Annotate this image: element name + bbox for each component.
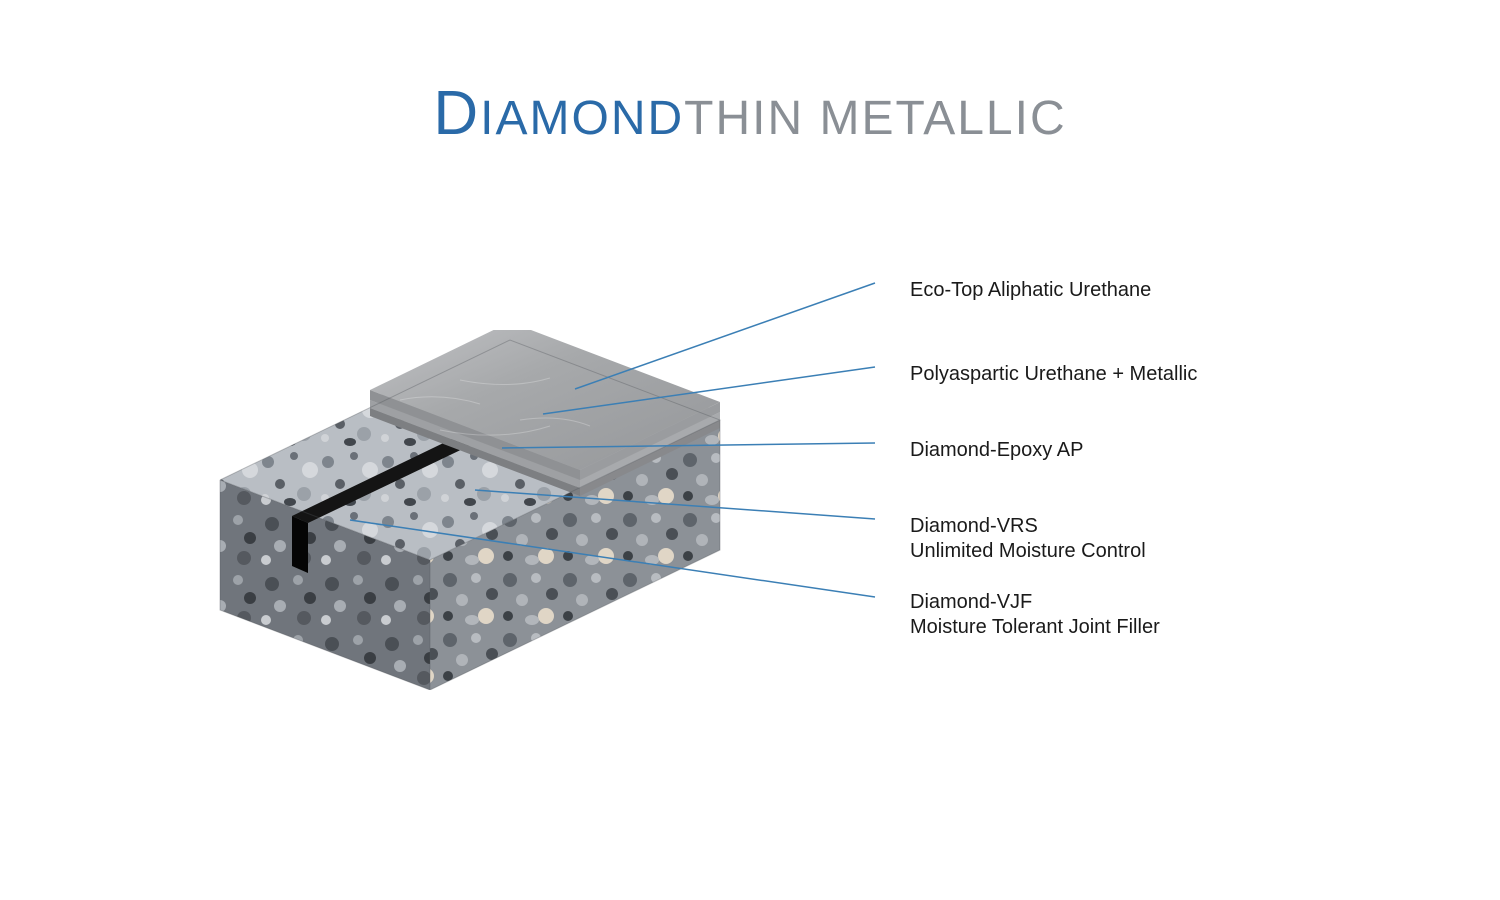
label-vjf-line1: Diamond-VJF	[910, 591, 1032, 613]
label-eco-top: Eco-Top Aliphatic Urethane	[910, 278, 1151, 303]
label-eco-top-line1: Eco-Top Aliphatic Urethane	[910, 279, 1151, 301]
title-subtitle: THIN METALLIC	[684, 92, 1066, 145]
label-epoxy-ap-line1: Diamond-Epoxy AP	[910, 439, 1083, 461]
joint-groove-front	[292, 516, 308, 573]
title-brand-rest: IAMOND	[480, 92, 684, 145]
label-vrs: Diamond-VRSUnlimited Moisture Control	[910, 514, 1146, 564]
isometric-block	[200, 330, 760, 690]
label-vrs-line2: Unlimited Moisture Control	[910, 539, 1146, 564]
title-first-letter: D	[433, 79, 480, 148]
label-vjf-line2: Moisture Tolerant Joint Filler	[910, 615, 1160, 640]
block-svg	[200, 330, 760, 690]
product-title: DIAMONDTHIN METALLIC	[0, 78, 1500, 149]
label-polyaspartic: Polyaspartic Urethane + Metallic	[910, 362, 1197, 387]
label-polyaspartic-line1: Polyaspartic Urethane + Metallic	[910, 363, 1197, 385]
label-epoxy-ap: Diamond-Epoxy AP	[910, 438, 1083, 463]
label-vrs-line1: Diamond-VRS	[910, 515, 1038, 537]
label-vjf: Diamond-VJFMoisture Tolerant Joint Fille…	[910, 590, 1160, 640]
